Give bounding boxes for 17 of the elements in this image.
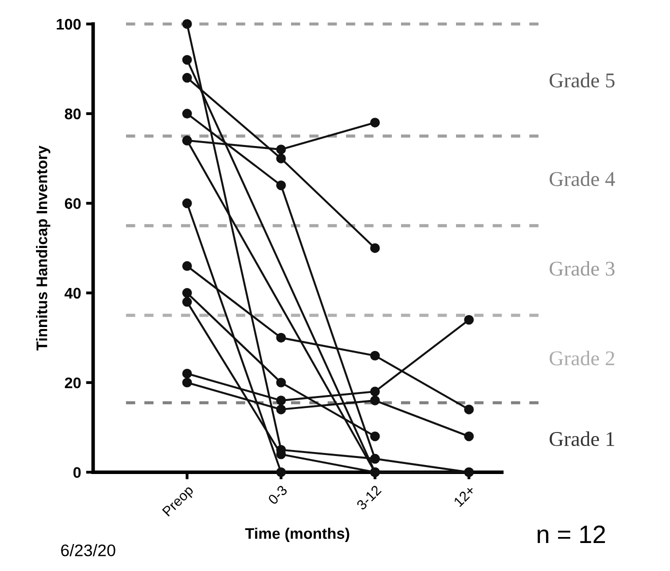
- x-axis-title: Time (months): [245, 528, 350, 542]
- y-tick-label: 60: [64, 198, 81, 209]
- y-tick-label: 80: [64, 108, 81, 120]
- y-tick-label: 100: [56, 18, 81, 30]
- text: Grade 1: [550, 431, 614, 446]
- text: Grade 3: [550, 261, 615, 276]
- y-tick-label: 0: [73, 467, 81, 478]
- text: Grade 5: [550, 72, 615, 88]
- text: Grade 4: [550, 171, 615, 186]
- text: Grade 2: [550, 350, 614, 366]
- y-tick-label: 40: [64, 288, 81, 299]
- y-axis-title: Tinnitus Handicap Inventory: [36, 146, 50, 350]
- x-tick-label: 12+: [453, 484, 476, 508]
- x-tick-label: 0-3: [267, 484, 288, 506]
- text: 6/23/20: [61, 544, 116, 556]
- y-tick-label: 20: [64, 377, 81, 388]
- text: n = 12: [538, 526, 605, 543]
